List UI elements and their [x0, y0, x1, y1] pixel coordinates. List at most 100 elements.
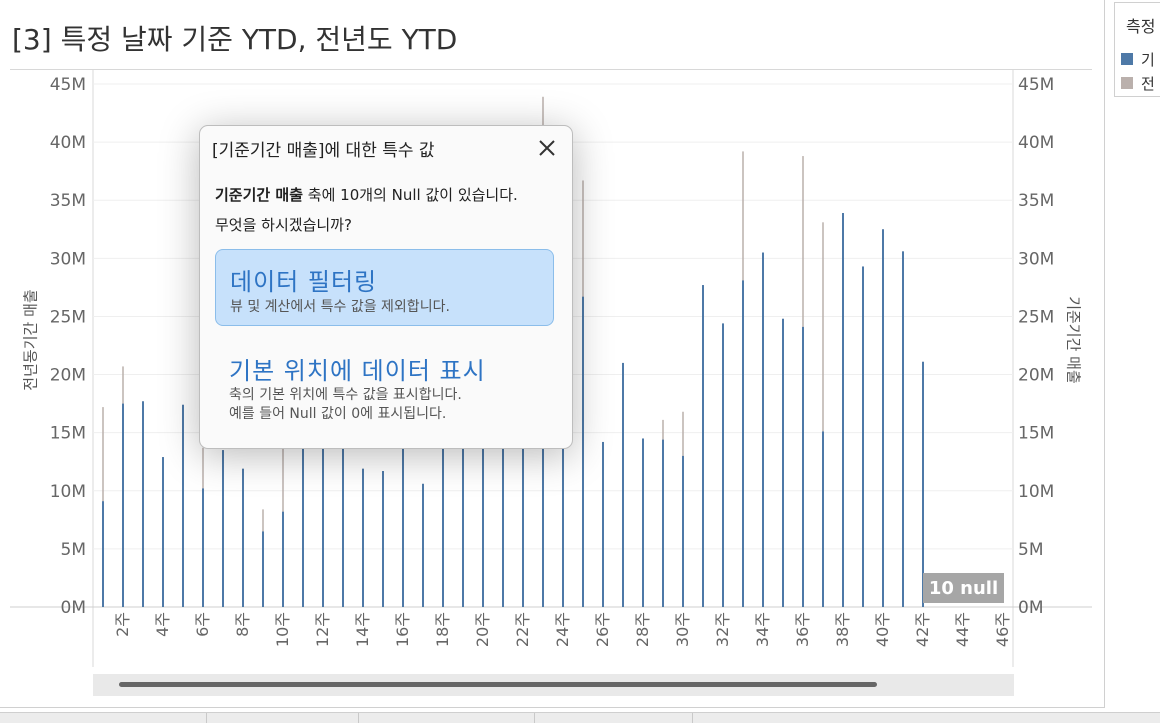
x-tick-label: 44주: [953, 612, 972, 647]
dialog-message-rest: 축에 10개의 Null 값이 있습니다.: [303, 186, 518, 204]
dialog-message: 기준기간 매출 축에 10개의 Null 값이 있습니다.: [215, 184, 518, 205]
x-tick-label: 16주: [393, 612, 412, 647]
sheet-title: [3] 특정 날짜 기준 YTD, 전년도 YTD: [12, 23, 458, 56]
x-tick-label: 32주: [713, 612, 732, 647]
filter-data-option[interactable]: 데이터 필터링 뷰 및 계산에서 특수 값을 제외합니다.: [215, 249, 554, 326]
special-values-dialog: [기준기간 매출]에 대한 특수 값 기준기간 매출 축에 10개의 Null …: [199, 125, 573, 449]
bar-current: [302, 434, 304, 607]
right-tick-label: 30M: [1018, 249, 1054, 269]
bar-current: [642, 438, 644, 607]
x-tick-label: 34주: [753, 612, 772, 647]
left-tick-label: 45M: [50, 75, 86, 95]
legend-item-current[interactable]: 기: [1121, 49, 1155, 69]
bar-current: [502, 419, 504, 607]
show-at-default-position-option[interactable]: 기본 위치에 데이터 표시 축의 기본 위치에 특수 값을 표시합니다. 예를 …: [215, 341, 554, 426]
dialog-message-measure: 기준기간 매출: [215, 186, 304, 204]
bar-current: [922, 361, 924, 607]
right-tick-label: 20M: [1018, 366, 1054, 386]
sheet-tab-strip[interactable]: [0, 712, 1160, 723]
right-axis-ticks: 0M 5M 10M 15M 20M 25M 30M 35M 40M 45M: [1018, 75, 1054, 618]
x-tick-label: 28주: [633, 612, 652, 647]
filter-data-heading: 데이터 필터링: [230, 268, 378, 296]
x-tick-label: 10주: [273, 612, 292, 647]
bar-current: [162, 457, 164, 607]
left-axis-title[interactable]: 전년동기간 매출: [21, 289, 40, 391]
legend-title: 측정: [1126, 17, 1156, 36]
x-tick-label: 20주: [473, 612, 492, 647]
x-tick-label: 6주: [193, 612, 212, 637]
x-tick-label: 18주: [433, 612, 452, 647]
bar-current: [182, 404, 184, 607]
bar-current: [262, 531, 264, 607]
bar-previous: [822, 222, 824, 607]
bar-current: [802, 326, 804, 607]
bar-current: [902, 251, 904, 608]
x-tick-label: 14주: [353, 612, 372, 647]
right-tick-label: 35M: [1018, 191, 1054, 211]
bar-current: [622, 362, 624, 607]
right-axis-title[interactable]: 기준기간 매출: [1064, 296, 1083, 384]
bar-current: [222, 450, 224, 607]
x-tick-label: 30주: [673, 612, 692, 647]
left-tick-label: 30M: [50, 249, 86, 269]
bar-current: [602, 441, 604, 607]
left-tick-label: 10M: [50, 482, 86, 502]
right-tick-label: 0M: [1018, 598, 1043, 618]
bar-current: [882, 229, 884, 607]
bar-current: [862, 266, 864, 607]
filter-data-description: 뷰 및 계산에서 특수 값을 제외합니다.: [230, 299, 450, 315]
bar-current: [822, 431, 824, 607]
x-tick-label: 22주: [513, 612, 532, 647]
x-tick-label: 4주: [153, 612, 172, 637]
bar-current: [102, 501, 104, 607]
left-tick-label: 35M: [50, 191, 86, 211]
close-icon[interactable]: [533, 134, 561, 162]
right-tick-label: 10M: [1018, 482, 1054, 502]
show-default-description: 축의 기본 위치에 특수 값을 표시합니다.: [229, 387, 462, 403]
bar-current: [582, 296, 584, 607]
x-tick-label: 38주: [833, 612, 852, 647]
x-tick-label: 26주: [593, 612, 612, 647]
bar-current: [782, 318, 784, 607]
legend-item-previous[interactable]: 전: [1121, 73, 1155, 93]
bar-current: [522, 414, 524, 607]
left-axis-ticks: 0M 5M 10M 15M 20M 25M 30M 35M 40M 45M: [50, 75, 86, 618]
x-tick-label: 8주: [233, 612, 252, 637]
x-tick-label: 46주: [993, 612, 1012, 647]
title-divider: [10, 69, 1092, 70]
right-tick-label: 40M: [1018, 133, 1054, 153]
right-tick-label: 25M: [1018, 307, 1054, 327]
left-tick-label: 0M: [61, 598, 86, 618]
bar-current: [342, 443, 344, 607]
x-tick-label: 36주: [793, 612, 812, 647]
bar-current: [202, 488, 204, 607]
x-tick-label: 12주: [313, 612, 332, 647]
bar-current: [242, 468, 244, 607]
legend-panel: 측정 기 전: [1114, 2, 1160, 97]
x-axis-ticks: 2주 4주 6주 8주 10주 12주 14주 16주 18주 20주 22주 24주 26주 28주 30…: [113, 612, 1012, 647]
left-tick-label: 5M: [61, 540, 86, 560]
bar-current: [722, 323, 724, 607]
dialog-title: [기준기간 매출]에 대한 특수 값: [212, 141, 435, 161]
bar-current: [682, 455, 684, 607]
bar-current: [122, 403, 124, 607]
bar-current: [542, 425, 544, 607]
right-tick-label: 5M: [1018, 540, 1043, 560]
scrollbar-thumb[interactable]: [119, 682, 877, 687]
left-tick-label: 15M: [50, 424, 86, 444]
legend-label-current: 기: [1141, 50, 1155, 69]
null-indicator-badge[interactable]: 10 null: [923, 573, 1004, 603]
bar-current: [362, 468, 364, 607]
legend-label-previous: 전: [1141, 74, 1155, 93]
right-tick-label: 45M: [1018, 75, 1054, 95]
bar-current: [702, 285, 704, 607]
show-default-example: 예를 들어 Null 값이 0에 표시됩니다.: [229, 406, 447, 422]
bar-current: [322, 445, 324, 607]
bar-current: [742, 280, 744, 607]
x-tick-label: 2주: [113, 612, 132, 637]
legend-swatch-previous: [1121, 77, 1133, 89]
x-tick-label: 24주: [553, 612, 572, 647]
bar-current: [482, 425, 484, 607]
bar-current: [282, 511, 284, 607]
bar-current: [422, 483, 424, 607]
